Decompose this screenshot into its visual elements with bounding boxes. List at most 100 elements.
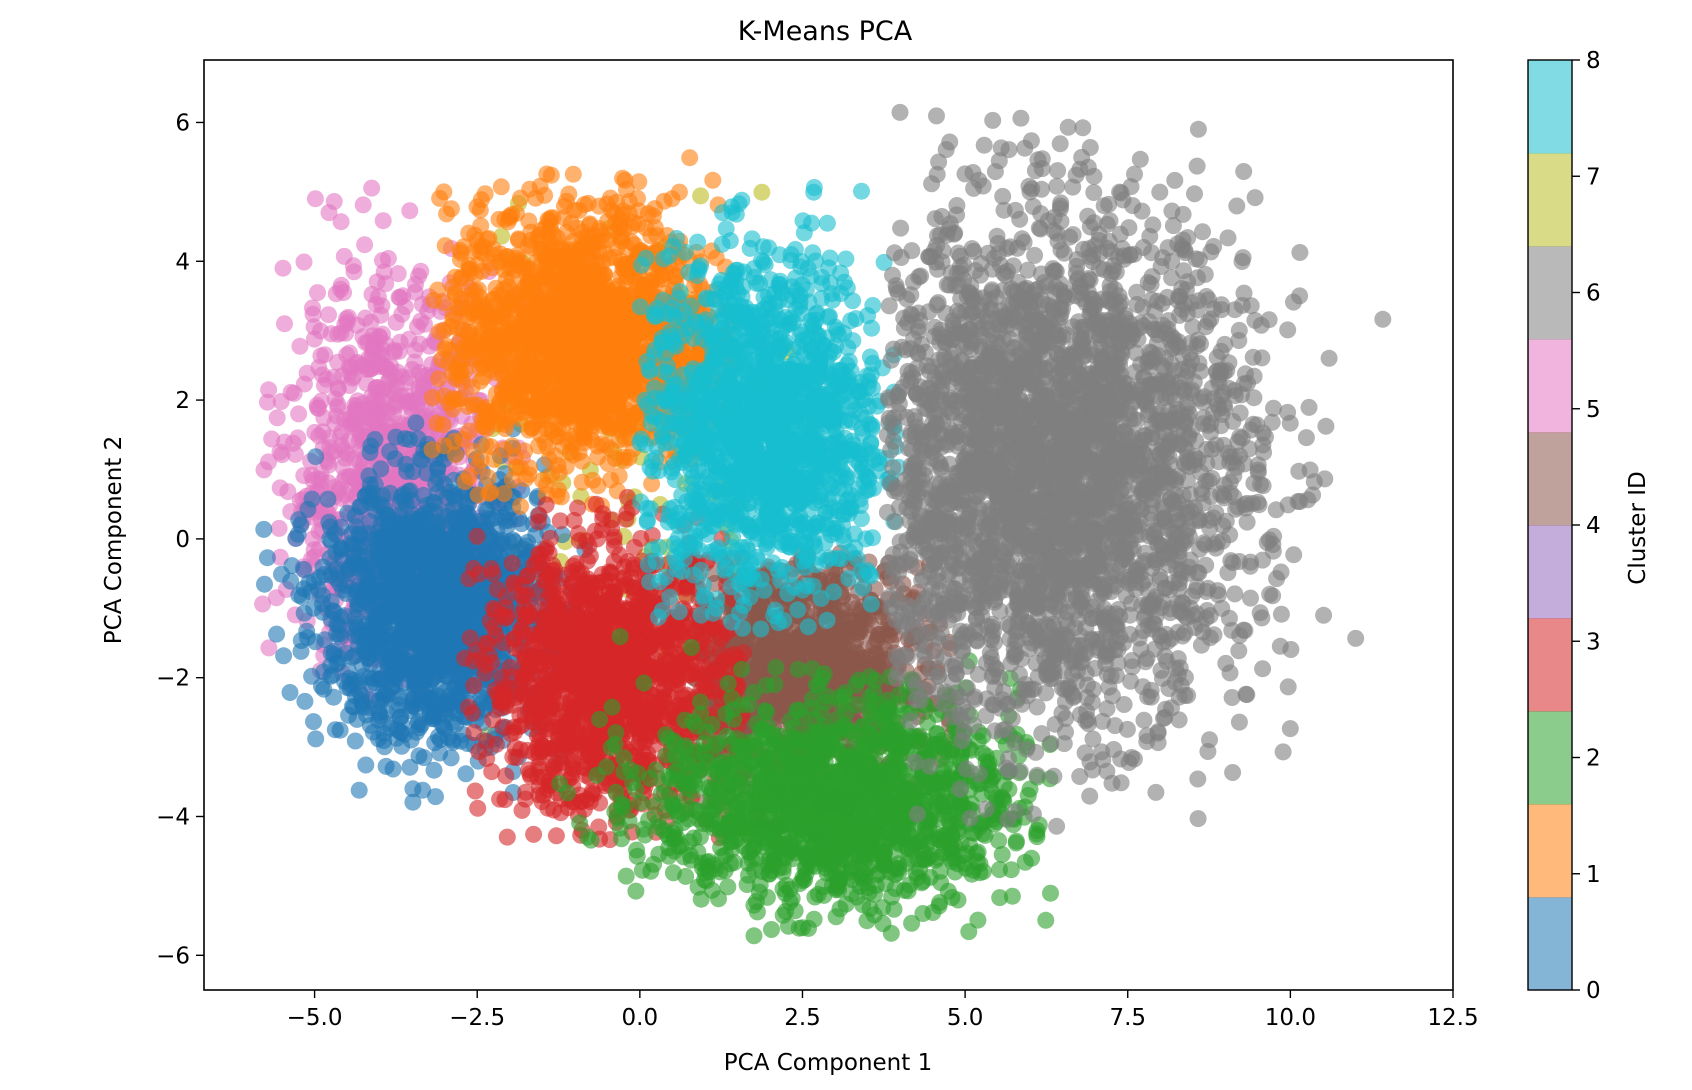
- cluster-0-point: [432, 593, 450, 611]
- cluster-5-point: [336, 442, 354, 460]
- cluster-5-point: [312, 392, 330, 410]
- cluster-1-point: [492, 178, 510, 196]
- cluster-5-point: [271, 443, 289, 461]
- cluster-0-point: [275, 647, 293, 665]
- cluster-1-point: [435, 183, 453, 201]
- cluster-5-point: [394, 287, 412, 305]
- cluster-0-point: [390, 595, 408, 613]
- cluster-0-point: [439, 692, 457, 710]
- cluster-1-point: [608, 362, 626, 380]
- cluster-5-point: [406, 353, 424, 371]
- cluster-5-point: [401, 202, 419, 220]
- cluster-1-point: [612, 285, 630, 303]
- cluster-5-point: [295, 253, 313, 271]
- cluster-5-point: [360, 410, 378, 428]
- cluster-0-point: [450, 520, 468, 538]
- cluster-5-point: [375, 263, 393, 281]
- cluster-1-point: [620, 449, 638, 466]
- cluster-0-point: [425, 761, 443, 779]
- cluster-5-point: [374, 212, 392, 230]
- cluster-1-point: [539, 258, 556, 276]
- cluster-5-point: [315, 409, 333, 427]
- cluster-5-point: [325, 193, 343, 210]
- cluster-5-point: [267, 589, 285, 607]
- cluster-0-point: [305, 713, 322, 731]
- cluster-5-point: [363, 179, 381, 197]
- cluster-5-point: [306, 423, 324, 441]
- cluster-1-point: [532, 240, 550, 258]
- cluster-5-point: [329, 396, 347, 414]
- cluster-1-point: [663, 190, 681, 208]
- cluster-5-point: [316, 346, 334, 364]
- cluster-1-point: [564, 165, 582, 183]
- cluster-1-point: [602, 440, 620, 458]
- cluster-1-point: [472, 191, 490, 209]
- cluster-5-point: [414, 367, 432, 385]
- cluster-0-point: [428, 557, 446, 575]
- cluster-5-point: [407, 275, 424, 293]
- cluster-1-point: [515, 307, 532, 325]
- cluster-1-point: [584, 332, 602, 350]
- cluster-1-point: [521, 335, 539, 353]
- cluster-1-point: [520, 377, 538, 394]
- cluster-0-point: [322, 657, 340, 674]
- cluster-1-point: [447, 359, 465, 377]
- cluster-0-point: [393, 737, 411, 755]
- cluster-0-point: [281, 684, 299, 701]
- cluster-5-point: [344, 403, 362, 421]
- cluster-0-point: [466, 603, 484, 621]
- cluster-1-point: [474, 357, 492, 374]
- cluster-5-point: [411, 335, 429, 353]
- cluster-1-point: [610, 467, 628, 485]
- cluster-1-point: [462, 286, 480, 304]
- cluster-0-point: [391, 709, 409, 726]
- cluster-1-point: [444, 390, 462, 408]
- cluster-5-point: [387, 313, 405, 331]
- cluster-1-point: [586, 404, 604, 422]
- cluster-0-point: [395, 650, 413, 667]
- cluster-1-point: [480, 484, 498, 502]
- cluster-1-point: [600, 249, 618, 267]
- cluster-1-point: [584, 471, 602, 489]
- cluster-5-point: [305, 330, 323, 348]
- cluster-1-point: [477, 302, 495, 319]
- cluster-1-point: [510, 231, 527, 249]
- cluster-5-point: [332, 213, 350, 231]
- cluster-5-point: [362, 313, 380, 331]
- cluster-1-point: [642, 278, 660, 296]
- cluster-0-point: [340, 706, 358, 724]
- cluster-0-point: [366, 431, 384, 448]
- cluster-1-point: [564, 343, 582, 361]
- cluster-0-point: [289, 525, 307, 543]
- cluster-1-point: [558, 192, 575, 210]
- cluster-1-point: [436, 237, 454, 255]
- cluster-1-point: [438, 205, 456, 223]
- cluster-1-point: [503, 206, 521, 223]
- cluster-5-point: [370, 346, 388, 364]
- cluster-0-point: [414, 486, 432, 504]
- cluster-1-point: [704, 171, 722, 189]
- cluster-5-point: [315, 376, 333, 394]
- cluster-7-point: [753, 183, 771, 201]
- cluster-0-point: [440, 503, 458, 521]
- cluster-1-point: [491, 339, 509, 357]
- cluster-1-point: [508, 253, 526, 271]
- cluster-0-point: [296, 692, 314, 710]
- cluster-5-point: [354, 196, 372, 214]
- cluster-5-point: [362, 388, 380, 406]
- cluster-5-point: [271, 479, 289, 497]
- cluster-1-point: [520, 421, 538, 439]
- cluster-1-point: [561, 444, 579, 462]
- cluster-5-point: [303, 466, 321, 484]
- cluster-0-point: [350, 781, 368, 799]
- cluster-1-point: [511, 189, 529, 207]
- cluster-5-point: [298, 364, 316, 382]
- cluster-1-point: [434, 416, 452, 434]
- cluster-5-point: [411, 389, 429, 407]
- cluster-1-point: [644, 207, 662, 225]
- cluster-0-point: [307, 448, 325, 466]
- cluster-0-point: [356, 487, 374, 505]
- cluster-1-point: [611, 421, 629, 439]
- cluster-5-point: [304, 299, 321, 317]
- cluster-0-point: [411, 535, 429, 553]
